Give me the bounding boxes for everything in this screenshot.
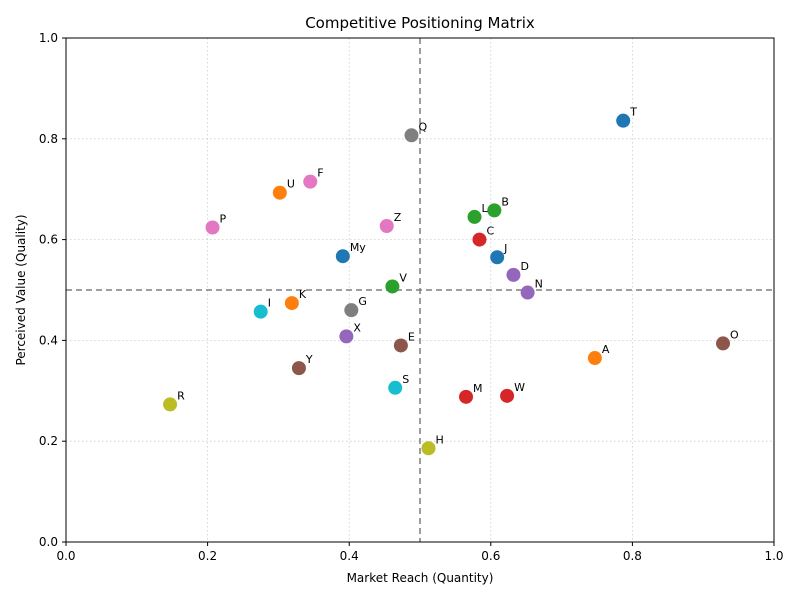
- y-tick-label: 0.8: [39, 132, 58, 146]
- y-axis-label: Perceived Value (Quality): [14, 214, 28, 365]
- point-label-l: L: [482, 202, 489, 215]
- point-label-k: K: [299, 288, 307, 301]
- point-label-g: G: [358, 295, 367, 308]
- data-points: T Q F U BL Z P C My JD V N K G I X O E A Y S W M R H: [163, 106, 739, 456]
- data-point-m: [459, 389, 474, 404]
- data-point-s: [388, 380, 403, 395]
- point-label-s: S: [402, 373, 409, 386]
- data-point-x: [339, 329, 354, 344]
- point-label-v: V: [399, 271, 407, 284]
- point-label-j: J: [503, 242, 507, 255]
- data-point-a: [587, 351, 602, 366]
- data-point-d: [506, 267, 521, 282]
- plot-frame: [65, 37, 775, 543]
- data-point-n: [520, 285, 535, 300]
- point-label-e: E: [408, 330, 415, 343]
- y-tick-label: 0.2: [39, 434, 58, 448]
- point-label-z: Z: [394, 211, 402, 224]
- data-point-p: [205, 220, 220, 235]
- x-tick-label: 0.0: [56, 549, 75, 563]
- point-label-c: C: [486, 225, 494, 238]
- data-point-h: [421, 441, 436, 456]
- point-label-x: X: [353, 321, 361, 334]
- data-point-l: [467, 209, 482, 224]
- data-point-i: [253, 304, 268, 319]
- chart-title: Competitive Positioning Matrix: [305, 14, 535, 32]
- data-point-q: [404, 128, 419, 143]
- point-label-h: H: [435, 433, 443, 446]
- data-point-y: [291, 361, 306, 376]
- y-tick-label: 1.0: [39, 31, 58, 45]
- data-point-g: [344, 303, 359, 318]
- point-label-d: D: [520, 260, 528, 273]
- point-label-my: My: [350, 241, 366, 254]
- data-point-v: [385, 279, 400, 294]
- x-tick-label: 0.4: [340, 549, 359, 563]
- point-label-b: B: [501, 195, 509, 208]
- data-point-e: [393, 338, 408, 353]
- point-label-m: M: [473, 382, 483, 395]
- point-label-q: Q: [419, 120, 428, 133]
- point-label-a: A: [602, 343, 610, 356]
- point-label-t: T: [629, 106, 637, 119]
- point-label-i: I: [268, 297, 271, 310]
- data-point-z: [379, 218, 394, 233]
- point-label-u: U: [287, 178, 295, 191]
- data-point-u: [272, 185, 287, 200]
- x-axis-label: Market Reach (Quantity): [347, 571, 494, 585]
- y-tick-label: 0.0: [39, 535, 58, 549]
- point-label-p: P: [220, 213, 227, 226]
- point-label-f: F: [317, 167, 323, 180]
- point-label-n: N: [535, 278, 543, 291]
- data-point-w: [500, 388, 515, 403]
- data-point-t: [616, 113, 631, 128]
- x-tick-label: 0.2: [198, 549, 217, 563]
- reference-lines: [66, 38, 774, 542]
- x-tick-label: 0.8: [623, 549, 642, 563]
- data-point-k: [284, 296, 299, 311]
- x-tick-label: 0.6: [481, 549, 500, 563]
- point-label-r: R: [177, 389, 185, 402]
- point-label-y: Y: [305, 353, 313, 366]
- data-point-c: [472, 232, 487, 247]
- data-point-r: [163, 397, 178, 412]
- data-point-j: [490, 250, 505, 265]
- point-label-w: W: [514, 381, 525, 394]
- data-point-b: [487, 203, 502, 218]
- point-label-o: O: [730, 328, 739, 341]
- y-tick-label: 0.4: [39, 333, 58, 347]
- data-point-f: [303, 174, 318, 189]
- data-point-o: [716, 336, 731, 351]
- axis-ticks: 0.0 0.2 0.4 0.6 0.8 1.0 0.0 0.2 0.4 0.6 0.8 1.0: [39, 31, 784, 563]
- y-tick-label: 0.6: [39, 233, 58, 247]
- data-point-my: [335, 249, 350, 264]
- x-tick-label: 1.0: [764, 549, 783, 563]
